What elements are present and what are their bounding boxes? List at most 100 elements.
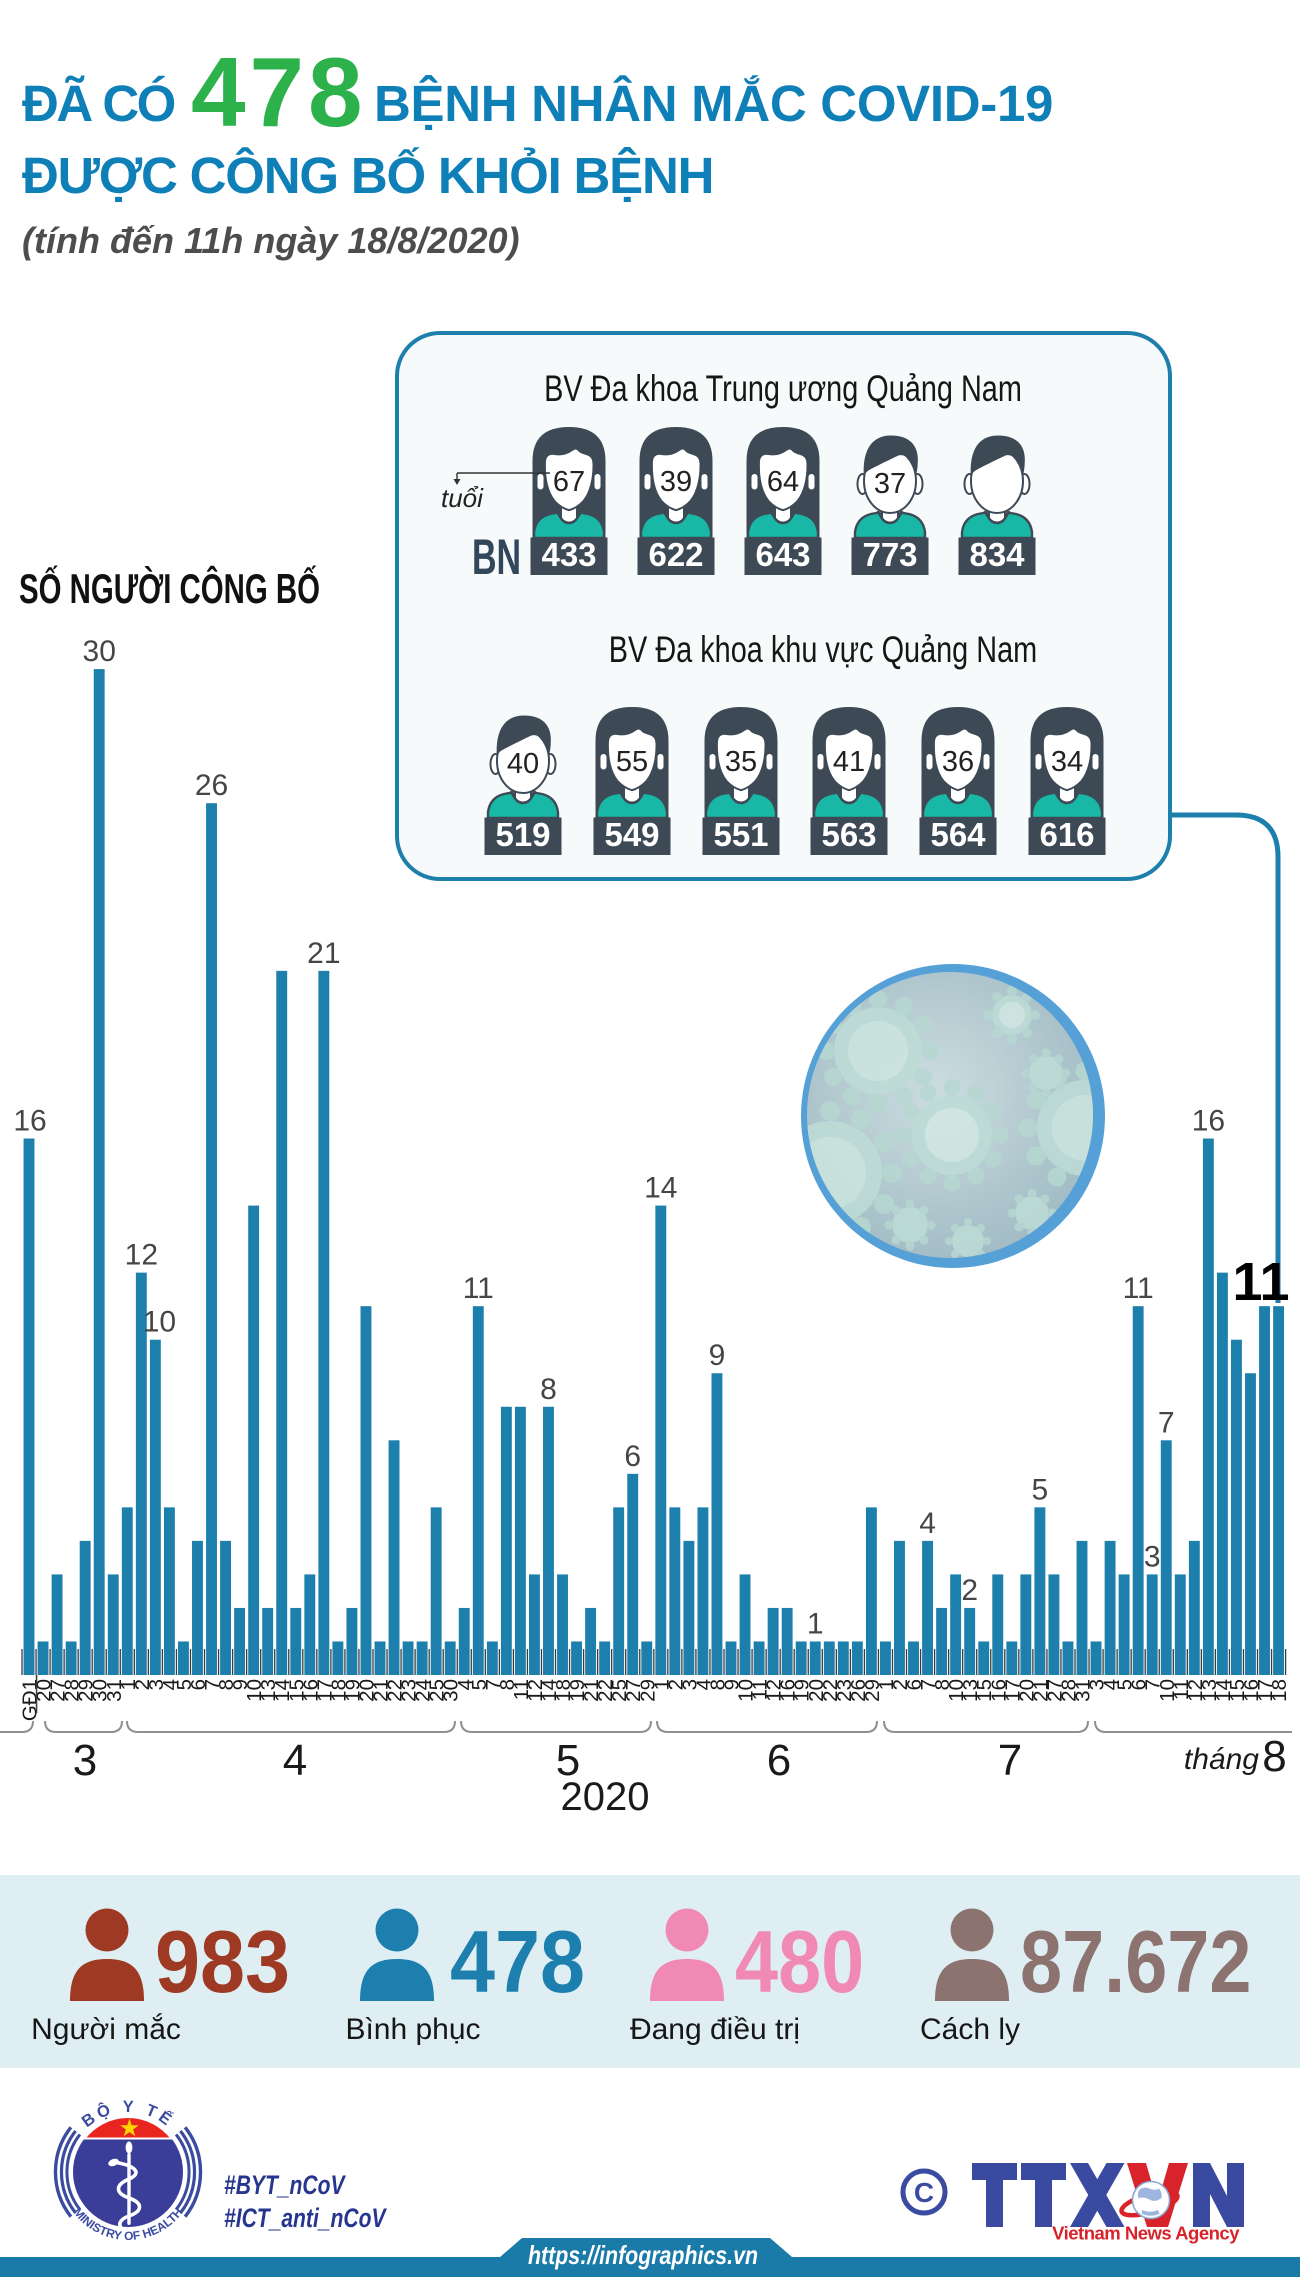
- svg-text:6: 6: [903, 1679, 926, 1690]
- svg-text:1: 1: [875, 1679, 898, 1690]
- svg-text:10: 10: [945, 1679, 968, 1702]
- svg-text:31: 31: [1072, 1679, 1095, 1702]
- svg-text:14: 14: [271, 1679, 294, 1702]
- svg-text:20: 20: [355, 1679, 378, 1702]
- svg-text:25: 25: [608, 1679, 631, 1702]
- svg-text:7: 7: [1142, 1679, 1165, 1690]
- svg-text:519: 519: [495, 816, 550, 853]
- svg-text:26: 26: [195, 769, 228, 802]
- svg-text:13: 13: [257, 1679, 280, 1702]
- svg-text:22: 22: [384, 1679, 407, 1702]
- svg-text:26: 26: [847, 1679, 870, 1702]
- svg-text:4: 4: [692, 1679, 715, 1690]
- svg-text:20: 20: [805, 1679, 828, 1702]
- svg-text:67: 67: [553, 466, 585, 498]
- svg-text:7: 7: [998, 1736, 1022, 1785]
- svg-text:5: 5: [1114, 1679, 1137, 1690]
- svg-text:622: 622: [648, 536, 703, 573]
- svg-text:23: 23: [398, 1679, 421, 1702]
- svg-text:22: 22: [594, 1679, 617, 1702]
- svg-text:15: 15: [285, 1679, 308, 1702]
- svg-text:643: 643: [755, 536, 810, 573]
- svg-text:20: 20: [33, 1679, 56, 1702]
- svg-text:39: 39: [660, 466, 692, 498]
- svg-text:6: 6: [767, 1736, 791, 1785]
- svg-text:55: 55: [616, 746, 648, 778]
- svg-text:2: 2: [664, 1679, 687, 1690]
- svg-text:29: 29: [75, 1679, 98, 1702]
- svg-text:8: 8: [540, 1373, 557, 1406]
- svg-text:23: 23: [833, 1679, 856, 1702]
- svg-text:15: 15: [973, 1679, 996, 1702]
- svg-text:3: 3: [145, 1679, 168, 1690]
- svg-text:27: 27: [1043, 1679, 1066, 1702]
- svg-text:5: 5: [556, 1736, 580, 1785]
- svg-text:Vietnam News Agency: Vietnam News Agency: [1052, 2223, 1240, 2244]
- svg-text:8: 8: [706, 1679, 729, 1690]
- svg-text:5: 5: [468, 1679, 491, 1690]
- svg-text:8: 8: [1262, 1732, 1286, 1781]
- svg-text:8: 8: [496, 1679, 519, 1690]
- svg-text:GĐ1: GĐ1: [19, 1679, 42, 1721]
- svg-text:14: 14: [644, 1172, 677, 1205]
- svg-text:10: 10: [243, 1679, 266, 1702]
- svg-text:21: 21: [580, 1679, 603, 1702]
- svg-text:11: 11: [749, 1679, 772, 1700]
- svg-text:16: 16: [777, 1679, 800, 1702]
- svg-text:564: 564: [930, 816, 986, 853]
- svg-text:616: 616: [1039, 816, 1094, 853]
- svg-text:14: 14: [538, 1679, 561, 1702]
- svg-text:10: 10: [1156, 1679, 1179, 1702]
- svg-text:834: 834: [969, 536, 1025, 573]
- svg-text:12: 12: [763, 1679, 786, 1702]
- svg-text:31: 31: [103, 1679, 126, 1702]
- svg-text:1: 1: [807, 1607, 824, 1640]
- svg-text:6: 6: [624, 1440, 641, 1473]
- svg-text:8: 8: [931, 1679, 954, 1690]
- svg-text:4: 4: [454, 1679, 477, 1690]
- svg-text:7: 7: [917, 1679, 940, 1690]
- svg-text:1: 1: [117, 1679, 140, 1690]
- svg-text:2: 2: [131, 1679, 154, 1690]
- svg-text:41: 41: [833, 746, 865, 778]
- svg-text:549: 549: [604, 816, 659, 853]
- svg-text:25: 25: [426, 1679, 449, 1702]
- svg-text:20: 20: [1015, 1679, 1038, 1702]
- svg-text:3: 3: [1086, 1679, 1109, 1690]
- svg-text:4: 4: [159, 1679, 182, 1690]
- svg-text:4: 4: [919, 1507, 936, 1540]
- svg-text:34: 34: [1051, 746, 1083, 778]
- svg-text:4: 4: [1100, 1679, 1123, 1690]
- svg-text:19: 19: [341, 1679, 364, 1702]
- svg-text:9: 9: [229, 1679, 252, 1690]
- svg-text:18: 18: [327, 1679, 350, 1702]
- svg-text:9: 9: [721, 1679, 744, 1690]
- svg-text:7: 7: [201, 1679, 224, 1690]
- svg-text:5: 5: [1032, 1473, 1049, 1506]
- svg-text:https://infographics.vn: https://infographics.vn: [528, 2240, 758, 2270]
- svg-text:64: 64: [767, 466, 799, 498]
- svg-text:433: 433: [541, 536, 596, 573]
- svg-text:2020: 2020: [561, 1775, 650, 1819]
- svg-text:19: 19: [791, 1679, 814, 1702]
- svg-text:11: 11: [1170, 1679, 1193, 1700]
- svg-text:2: 2: [889, 1679, 912, 1690]
- svg-text:9: 9: [709, 1339, 726, 1372]
- svg-text:12: 12: [125, 1239, 158, 1272]
- svg-text:19: 19: [566, 1679, 589, 1702]
- svg-text:13: 13: [959, 1679, 982, 1702]
- svg-text:35: 35: [725, 746, 757, 778]
- svg-text:21: 21: [1029, 1679, 1052, 1702]
- svg-text:tháng: tháng: [1184, 1743, 1259, 1776]
- svg-text:17: 17: [1254, 1679, 1277, 1702]
- svg-text:11: 11: [1232, 1252, 1289, 1312]
- svg-text:17: 17: [313, 1679, 336, 1702]
- svg-text:4: 4: [283, 1736, 307, 1785]
- svg-text:27: 27: [47, 1679, 70, 1702]
- svg-text:7: 7: [482, 1679, 505, 1690]
- svg-text:3: 3: [1144, 1540, 1161, 1573]
- svg-text:10: 10: [735, 1679, 758, 1702]
- svg-text:13: 13: [1198, 1679, 1221, 1702]
- svg-text:18: 18: [1268, 1679, 1291, 1702]
- svg-text:2: 2: [961, 1574, 978, 1607]
